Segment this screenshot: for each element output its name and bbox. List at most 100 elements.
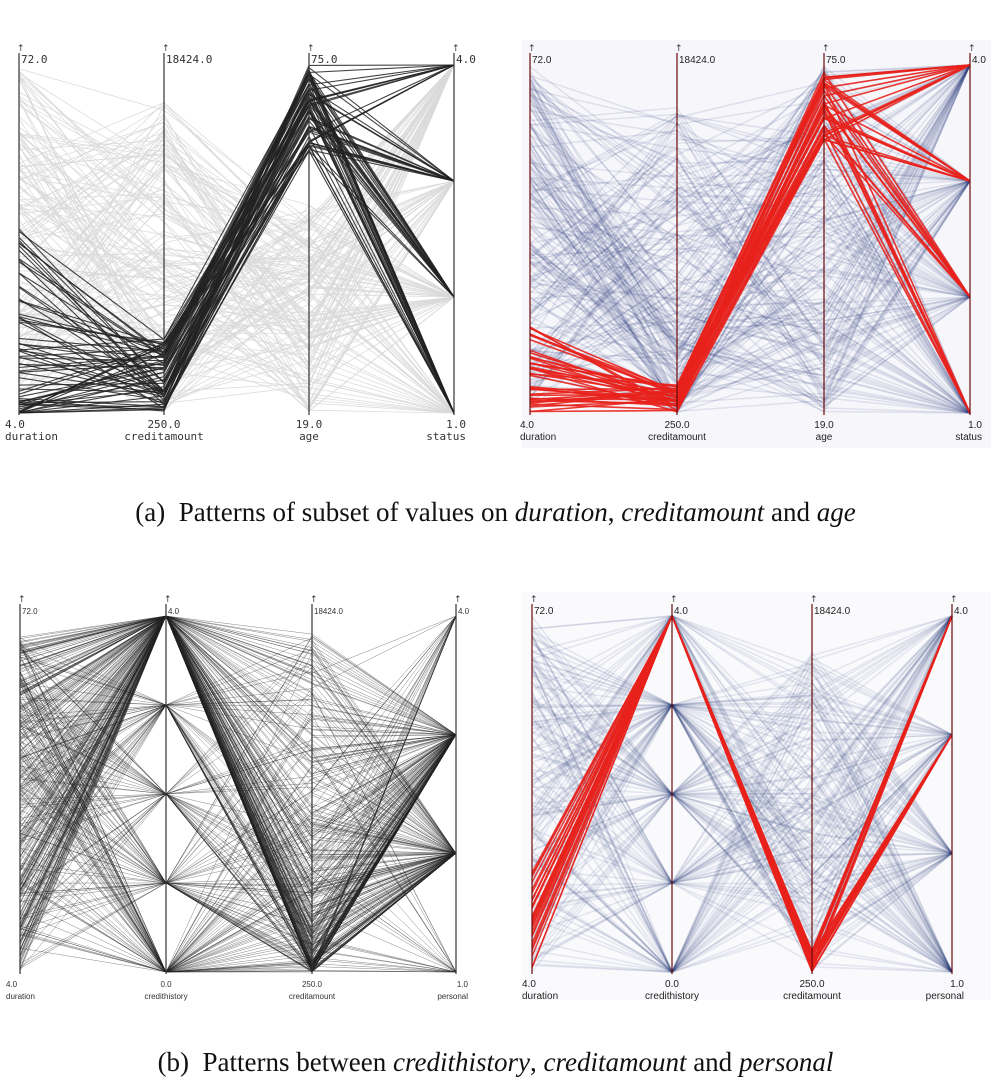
caption-a-var1: duration <box>514 497 608 527</box>
data-line <box>19 637 457 735</box>
density-line <box>529 64 971 314</box>
density-line <box>529 191 971 414</box>
density-line <box>531 698 953 974</box>
density-line <box>529 63 971 414</box>
data-line <box>19 837 457 973</box>
data-line <box>19 793 457 960</box>
density-line <box>531 791 953 884</box>
data-line <box>19 676 457 973</box>
caption-b-var1: credithistory <box>392 1047 530 1077</box>
caption-b-var2: creditamount <box>543 1047 687 1077</box>
density-line <box>529 97 971 374</box>
data-line <box>19 824 457 973</box>
data-line <box>19 615 457 834</box>
density-line <box>531 615 953 893</box>
density-line <box>531 665 953 973</box>
density-line <box>529 64 971 295</box>
density-line <box>531 852 953 899</box>
axis-name-label: credithistory <box>144 992 187 1001</box>
density-line <box>531 681 953 961</box>
data-line <box>19 615 457 946</box>
density-line <box>529 64 971 335</box>
highlight-band-line <box>531 614 953 958</box>
density-line <box>531 733 953 973</box>
density-line <box>529 238 971 366</box>
axis-max-label: 18424.0 <box>314 607 343 616</box>
density-line <box>529 98 971 414</box>
data-line <box>19 615 457 943</box>
context-line <box>18 68 455 414</box>
density-line <box>529 68 971 414</box>
density-line <box>529 64 971 326</box>
density-line <box>531 688 953 817</box>
density-line <box>531 733 953 884</box>
highlight-band-line <box>529 64 971 395</box>
density-line <box>531 615 953 799</box>
density-line <box>531 615 953 894</box>
density-line <box>529 180 971 352</box>
density-line <box>529 261 971 414</box>
data-line <box>19 704 457 922</box>
data-line <box>19 748 457 973</box>
density-line <box>531 615 953 788</box>
axis-arrow-icon: ↑ <box>164 595 172 605</box>
highlighted-line <box>18 64 455 367</box>
density-line <box>529 110 971 298</box>
context-line <box>18 132 455 414</box>
density-line <box>529 179 971 414</box>
density-line <box>529 125 971 405</box>
density-line <box>529 242 971 414</box>
highlighted-line <box>18 142 455 371</box>
axis-min-label: 0.0 <box>665 979 679 990</box>
axis-arrow-icon: ↑ <box>675 44 683 54</box>
density-line <box>531 615 953 974</box>
axis-name-label: creditamount <box>648 432 706 443</box>
data-line <box>19 615 457 909</box>
data-line <box>19 615 457 930</box>
highlighted-line <box>18 64 455 341</box>
density-line <box>529 87 971 414</box>
axis-name-label: age <box>299 430 319 443</box>
axis-name-label: age <box>816 432 833 443</box>
data-line <box>19 615 457 735</box>
density-line <box>529 261 971 414</box>
data-line <box>19 786 457 973</box>
data-line <box>19 697 457 860</box>
density-line <box>531 734 953 967</box>
density-line <box>529 164 971 414</box>
caption-a-var2: creditamount <box>621 497 765 527</box>
density-line <box>529 122 971 390</box>
density-line <box>531 745 953 973</box>
data-line <box>19 615 457 862</box>
caption-b: (b) Patterns between credithistory, cred… <box>0 1047 991 1078</box>
data-line <box>19 615 457 909</box>
density-line <box>529 64 971 352</box>
context-line <box>18 71 455 317</box>
data-line <box>19 615 457 924</box>
data-line <box>19 648 457 854</box>
density-line <box>531 733 953 934</box>
density-line <box>531 797 953 909</box>
density-line <box>529 113 971 414</box>
context-line <box>18 265 455 414</box>
data-line <box>19 734 457 973</box>
data-line <box>19 734 457 945</box>
density-line <box>531 734 953 973</box>
highlight-band-line <box>531 614 953 966</box>
density-line <box>531 662 953 795</box>
axis-max-label: 72.0 <box>532 55 552 66</box>
data-line <box>19 615 457 923</box>
axis-min-label: 4.0 <box>520 420 534 431</box>
highlight-band-line <box>529 81 971 392</box>
density-line <box>529 86 971 392</box>
highlighted-line <box>18 73 455 414</box>
data-line <box>19 641 457 973</box>
context-line <box>18 288 455 363</box>
highlight-band-line <box>529 81 971 408</box>
density-line <box>529 150 971 414</box>
data-line <box>19 615 457 810</box>
data-line <box>19 615 457 973</box>
density-line <box>531 630 953 736</box>
data-line <box>19 734 457 973</box>
caption-b-sep2: and <box>686 1047 739 1077</box>
